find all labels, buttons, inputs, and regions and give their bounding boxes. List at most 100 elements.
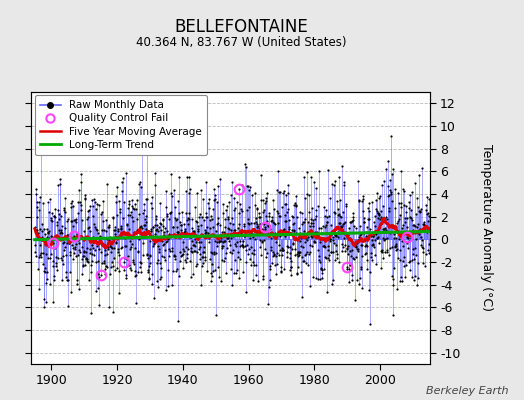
- Point: [235, 274, 244, 281]
- Point: [74, 247, 83, 253]
- Point: [233, 267, 242, 273]
- Point: [220, 216, 228, 222]
- Point: [402, 228, 410, 235]
- Point: [342, 230, 351, 236]
- Point: [401, 262, 410, 268]
- Point: [84, 207, 92, 214]
- Point: [373, 208, 381, 214]
- Point: [311, 238, 319, 245]
- Point: [312, 275, 320, 282]
- Point: [223, 235, 232, 241]
- Point: [364, 232, 372, 239]
- Point: [91, 259, 100, 266]
- Point: [358, 253, 367, 260]
- Point: [358, 285, 366, 291]
- Point: [80, 249, 88, 255]
- Point: [351, 297, 359, 303]
- Point: [207, 278, 215, 284]
- Point: [280, 226, 288, 232]
- Point: [271, 253, 280, 259]
- Point: [359, 218, 368, 225]
- Point: [334, 234, 342, 240]
- Point: [125, 198, 133, 204]
- Point: [413, 260, 422, 266]
- Point: [285, 226, 293, 232]
- Point: [351, 240, 359, 246]
- Point: [172, 233, 180, 239]
- Point: [132, 234, 140, 240]
- Point: [159, 216, 168, 222]
- Point: [409, 222, 418, 228]
- Point: [271, 271, 280, 277]
- Point: [86, 250, 95, 256]
- Point: [178, 231, 186, 237]
- Point: [200, 244, 208, 250]
- Point: [387, 273, 396, 279]
- Point: [305, 282, 314, 289]
- Point: [110, 255, 118, 261]
- Point: [393, 246, 401, 252]
- Point: [69, 244, 77, 251]
- Point: [125, 226, 133, 232]
- Point: [343, 251, 352, 258]
- Point: [47, 215, 56, 221]
- Point: [340, 179, 348, 186]
- Point: [245, 187, 253, 194]
- Point: [195, 250, 204, 257]
- Point: [214, 182, 223, 189]
- Point: [182, 251, 191, 258]
- Point: [362, 250, 370, 257]
- Point: [387, 190, 396, 197]
- Point: [89, 213, 97, 219]
- Point: [302, 251, 310, 258]
- Point: [32, 227, 41, 234]
- Point: [107, 245, 116, 251]
- Point: [264, 230, 272, 236]
- Point: [70, 232, 79, 239]
- Point: [106, 242, 114, 249]
- Point: [365, 226, 374, 232]
- Point: [284, 190, 292, 196]
- Point: [230, 226, 238, 233]
- Point: [59, 252, 68, 259]
- Point: [287, 264, 295, 270]
- Point: [299, 219, 308, 225]
- Point: [380, 225, 389, 231]
- Point: [63, 302, 72, 309]
- Point: [137, 269, 145, 275]
- Point: [269, 219, 277, 225]
- Point: [406, 192, 414, 198]
- Point: [95, 273, 104, 280]
- Point: [146, 253, 155, 259]
- Point: [355, 280, 364, 287]
- Point: [98, 260, 106, 266]
- Point: [408, 257, 416, 263]
- Point: [361, 251, 369, 257]
- Point: [360, 215, 368, 221]
- Point: [420, 224, 429, 230]
- Point: [332, 231, 341, 238]
- Point: [342, 246, 351, 252]
- Point: [73, 251, 82, 258]
- Point: [136, 264, 144, 270]
- Point: [190, 229, 199, 235]
- Point: [315, 253, 323, 259]
- Point: [303, 169, 311, 175]
- Point: [397, 204, 406, 211]
- Point: [195, 246, 203, 252]
- Point: [379, 237, 388, 243]
- Point: [222, 232, 230, 239]
- Point: [127, 213, 136, 220]
- Point: [288, 246, 296, 252]
- Point: [358, 196, 367, 202]
- Point: [144, 268, 152, 275]
- Point: [152, 278, 161, 284]
- Point: [337, 224, 345, 231]
- Point: [130, 200, 139, 207]
- Point: [72, 241, 81, 247]
- Point: [246, 235, 255, 242]
- Point: [192, 190, 201, 196]
- Point: [346, 247, 354, 254]
- Point: [263, 250, 271, 256]
- Point: [311, 216, 320, 222]
